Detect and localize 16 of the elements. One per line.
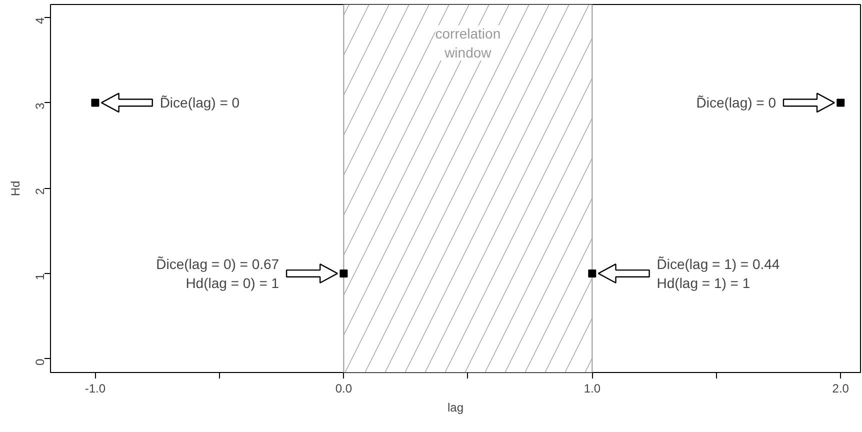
x-tick-label: 1.0 [584, 382, 601, 396]
annotation: D̃ice(lag) = 0 [696, 94, 776, 111]
x-axis-title: lag [447, 400, 464, 414]
annotation: D̃ice(lag = 0) = 0.67 Hd(lag = 0) = 1 [156, 256, 280, 292]
y-tick-label: 4 [33, 16, 47, 24]
x-tick-label: 0.0 [335, 382, 352, 396]
band-label: correlation window [435, 25, 501, 61]
annotation: D̃ice(lag) = 0 [160, 94, 240, 111]
x-tick-label: 2.0 [832, 382, 850, 396]
annotation: D̃ice(lag = 1) = 0.44 Hd(lag = 1) = 1 [656, 256, 780, 292]
y-tick-label: 0 [33, 358, 47, 366]
y-axis-title: Hd [8, 180, 22, 196]
y-tick-label: 2 [33, 188, 47, 195]
y-tick-label: 3 [33, 102, 47, 110]
y-tick-label: 1 [33, 273, 47, 280]
x-tick-label: -1.0 [84, 382, 106, 396]
